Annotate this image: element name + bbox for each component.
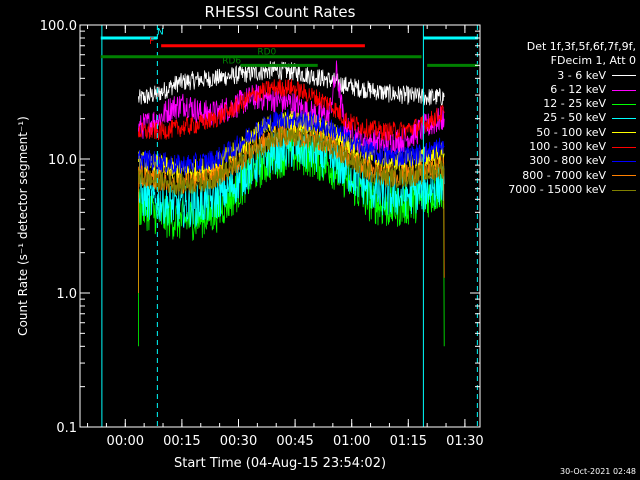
legend-entry-label: 50 - 100 keV xyxy=(536,125,606,139)
x-tick-label: 00:45 xyxy=(276,434,313,449)
state-label: F xyxy=(149,37,154,47)
series-line xyxy=(138,60,445,156)
x-tick-label: 01:30 xyxy=(446,434,483,449)
legend-swatch xyxy=(612,189,636,191)
legend-swatch xyxy=(612,161,636,163)
x-tick-label: 00:00 xyxy=(107,434,144,449)
legend-swatch xyxy=(612,118,636,120)
legend-entry-label: 25 - 50 keV xyxy=(543,111,606,125)
legend-entry: 50 - 100 keV xyxy=(480,126,636,140)
legend-header-line-1: Det 1f,3f,5f,6f,7f,9f, xyxy=(526,40,636,53)
state-label: N xyxy=(157,28,164,38)
legend: Det 1f,3f,5f,6f,7f,9f, FDecim 1, Att 0 3… xyxy=(480,40,636,197)
y-tick-label: 100.0 xyxy=(40,19,77,34)
legend-entry: 7000 - 15000 keV xyxy=(480,183,636,197)
legend-swatch xyxy=(612,175,636,177)
legend-header-line-2: FDecim 1, Att 0 xyxy=(550,54,636,68)
legend-entry: 25 - 50 keV xyxy=(480,111,636,125)
series-line xyxy=(138,109,445,176)
legend-swatch xyxy=(612,132,636,134)
timestamp: 30-Oct-2021 02:48 xyxy=(560,467,636,476)
legend-swatch xyxy=(612,75,636,77)
legend-entry: 3 - 6 keV xyxy=(480,69,636,83)
legend-entry-label: 12 - 25 keV xyxy=(543,97,606,111)
legend-swatch xyxy=(612,89,636,91)
legend-entry: 800 - 7000 keV xyxy=(480,169,636,183)
y-tick-label: 0.1 xyxy=(56,421,77,436)
state-label: RD0 xyxy=(257,48,276,58)
legend-entry-label: 7000 - 15000 keV xyxy=(508,182,606,196)
x-tick-label: 00:30 xyxy=(220,434,257,449)
legend-entry-label: 800 - 7000 keV xyxy=(522,168,606,182)
legend-entries: 3 - 6 keV 6 - 12 keV 12 - 25 keV 25 - 50 ke… xyxy=(480,69,636,198)
x-axis-label: Start Time (04-Aug-15 23:54:02) xyxy=(174,456,386,471)
legend-entry-label: 3 - 6 keV xyxy=(557,68,606,82)
legend-swatch xyxy=(612,103,636,105)
plot-area: NF RD0 RD6 xyxy=(100,25,479,427)
y-tick-label: 10.0 xyxy=(48,153,77,168)
y-tick-label: 1.0 xyxy=(56,287,77,302)
x-tick-label: 01:15 xyxy=(390,434,427,449)
chart-title: RHESSI Count Rates xyxy=(205,3,356,21)
series-line xyxy=(138,128,445,228)
y-axis-label: Count Rate (s⁻¹ detector segment⁻¹) xyxy=(16,116,30,336)
legend-entry-label: 100 - 300 keV xyxy=(529,140,606,154)
series-line xyxy=(138,78,445,141)
state-label: RD6 xyxy=(222,56,241,66)
legend-entry-label: 300 - 800 keV xyxy=(529,154,606,168)
axes: 00:00 00:15 00:30 00:45 01:00 01:15 01:30 0.1 1.… xyxy=(40,19,484,449)
legend-entry: 300 - 800 keV xyxy=(480,154,636,168)
legend-entry: 100 - 300 keV xyxy=(480,140,636,154)
series-line xyxy=(138,61,445,106)
legend-entry-label: 6 - 12 keV xyxy=(550,82,606,96)
legend-swatch xyxy=(612,146,636,148)
x-tick-label: 01:00 xyxy=(333,434,370,449)
x-tick-label: 00:15 xyxy=(163,434,200,449)
plot-frame xyxy=(79,24,481,428)
series-line xyxy=(138,127,445,196)
legend-entry: 6 - 12 keV xyxy=(480,83,636,97)
legend-entry: 12 - 25 keV xyxy=(480,97,636,111)
